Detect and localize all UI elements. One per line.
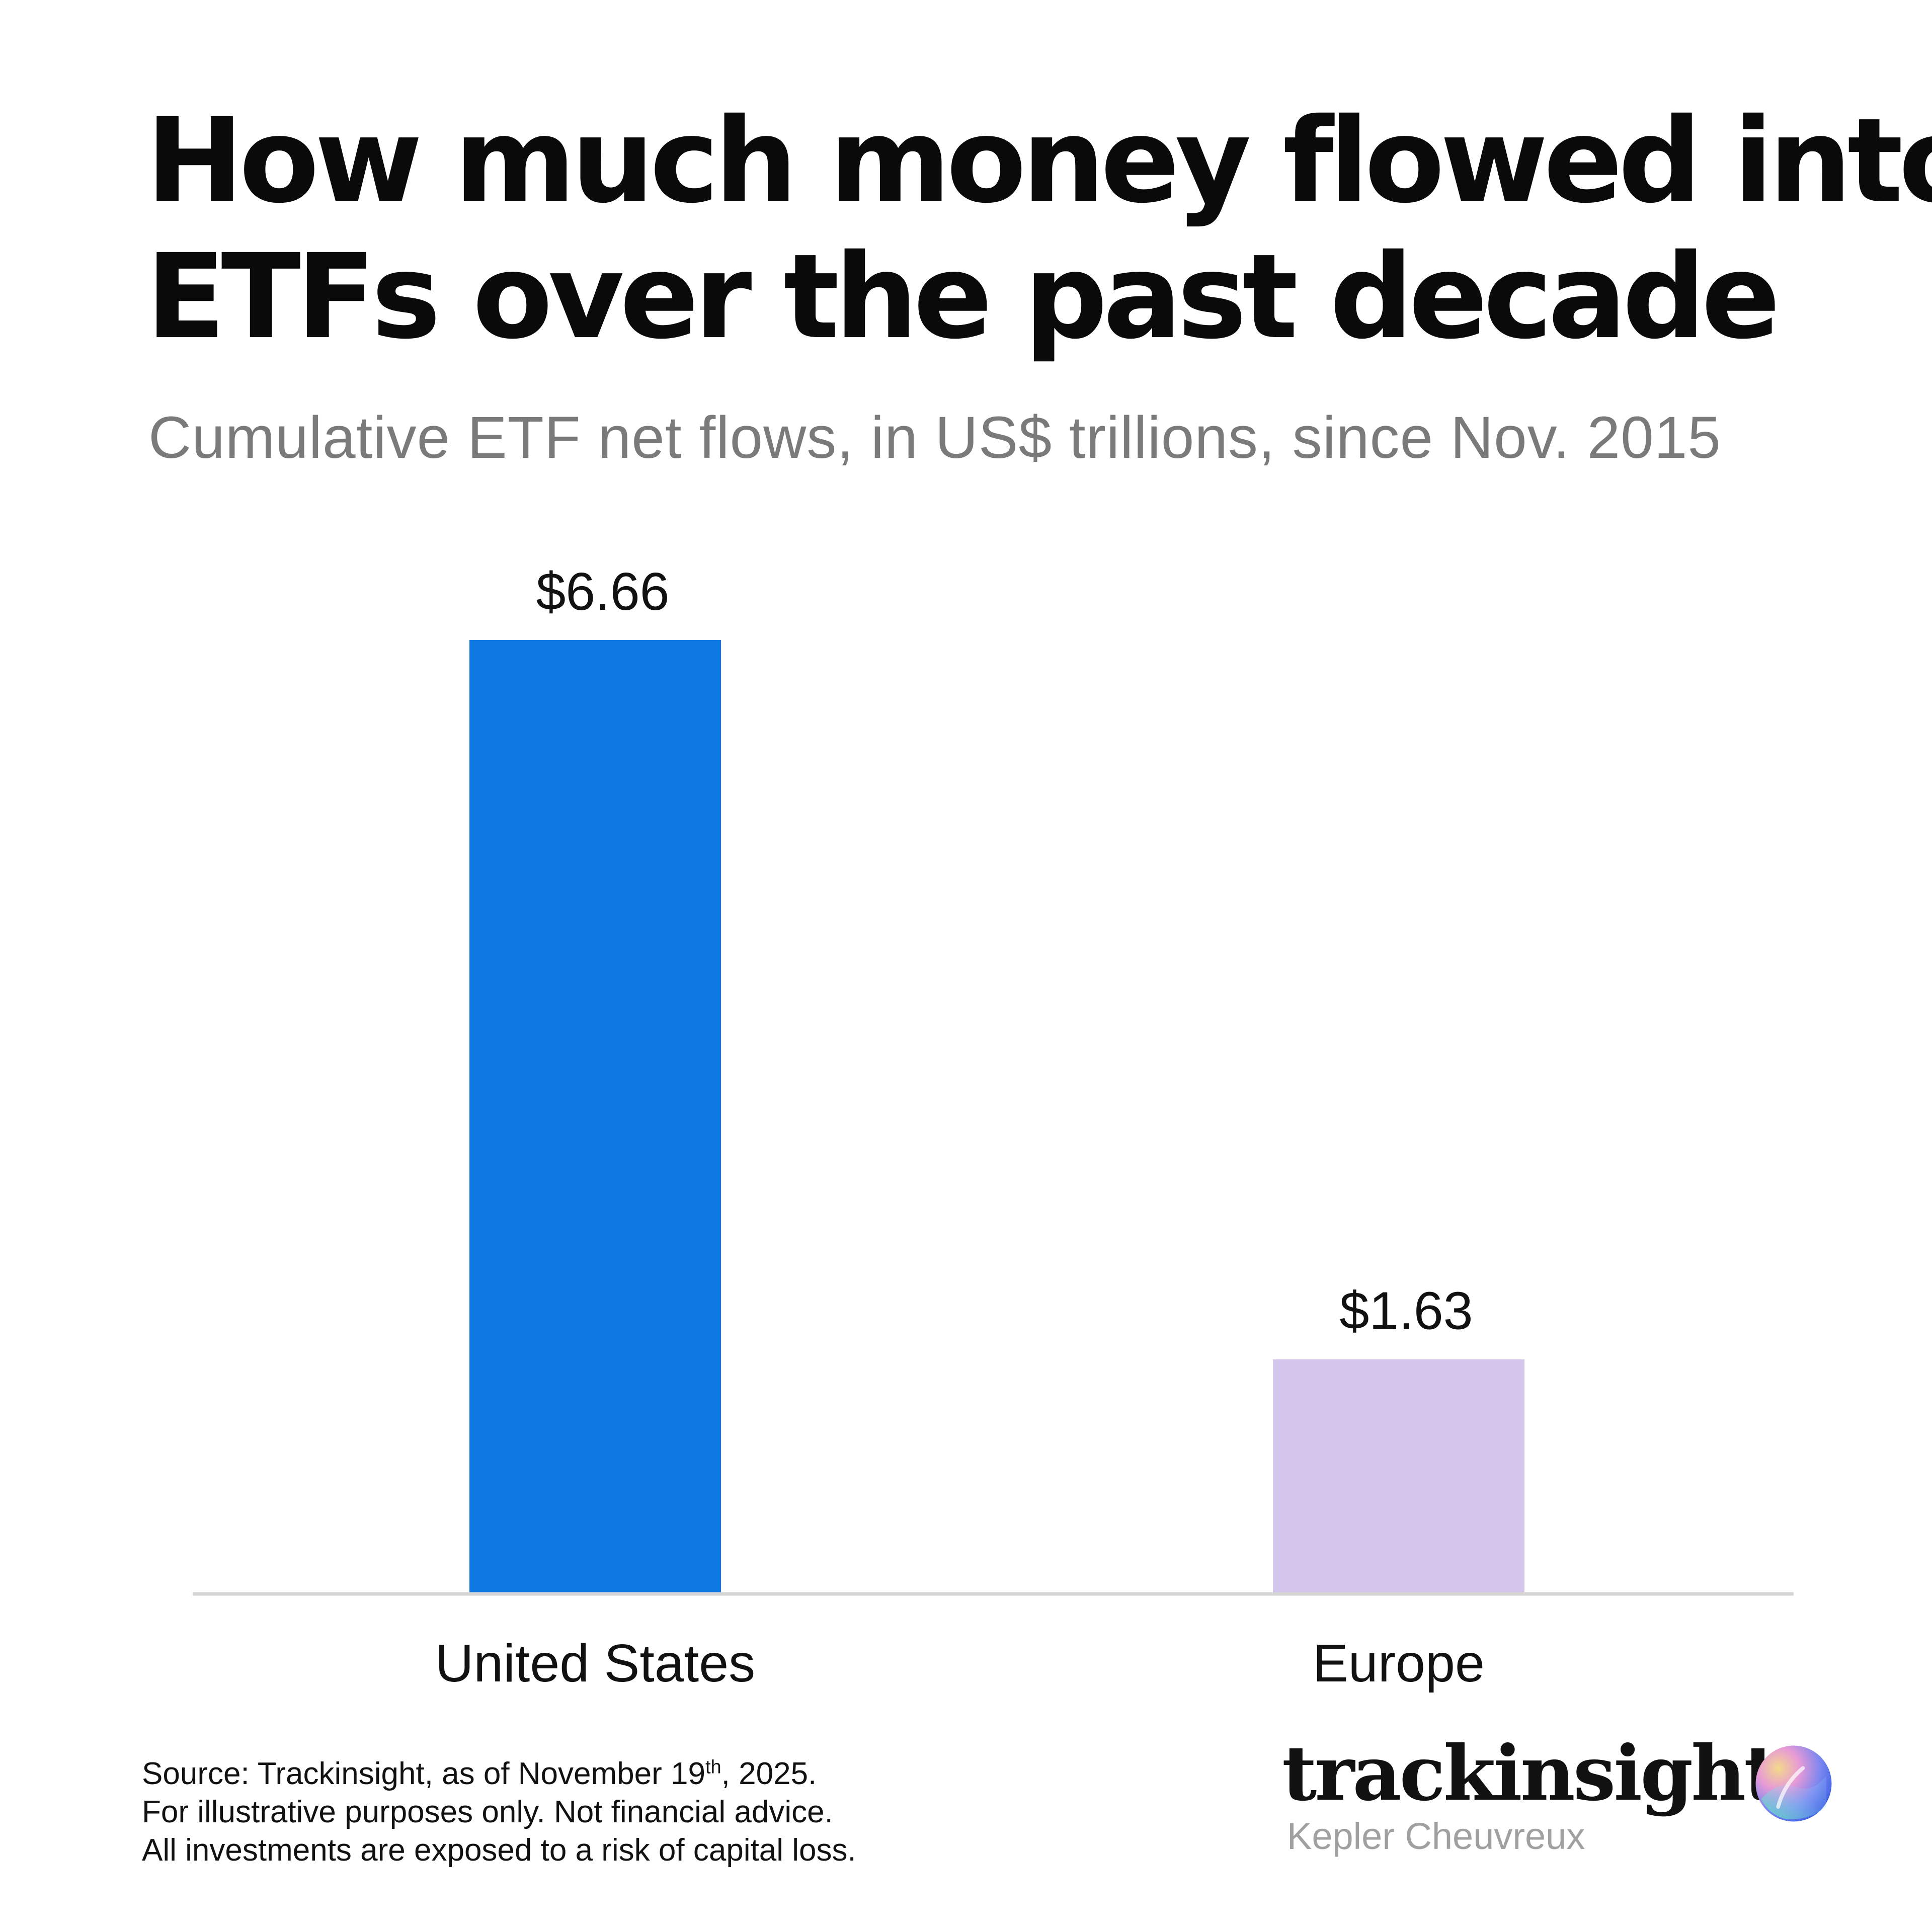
chart-title-line-1: How much money flowed into <box>146 93 1932 229</box>
chart-title-line-2: ETFs over the past decade <box>146 229 1781 365</box>
value-label-europe: $1.63 <box>1339 1281 1473 1341</box>
bar-europe <box>1273 1359 1524 1592</box>
category-label-united-states: United States <box>435 1634 755 1693</box>
gradient-orb-icon <box>1755 1745 1832 1822</box>
chart-subtitle: Cumulative ETF net flows, in US$ trillio… <box>148 405 1722 471</box>
source-note: Source: Trackinsight, as of November 19t… <box>142 1755 856 1793</box>
footer-notes: Source: Trackinsight, as of November 19t… <box>142 1755 856 1870</box>
chart-title: How much money flowed into ETFs over the… <box>146 93 1932 365</box>
source-note-prefix: Source: Trackinsight, as of November 19 <box>142 1756 705 1791</box>
brand-block: trackinsight Kepler Cheuvreux <box>1282 1731 1845 1862</box>
disclaimer-line-1: For illustrative purposes only. Not fina… <box>142 1795 833 1829</box>
brand-name: trackinsight <box>1282 1729 1779 1818</box>
bar-chart: $6.66 United States $1.63 Europe <box>193 562 1794 1693</box>
value-label-united-states: $6.66 <box>536 562 669 621</box>
source-note-suffix: , 2025. <box>721 1756 817 1791</box>
disclaimer-line-2: All investments are exposed to a risk of… <box>142 1833 856 1868</box>
category-label-europe: Europe <box>1313 1634 1485 1693</box>
bar-united-states <box>469 640 721 1592</box>
brand-subtitle: Kepler Cheuvreux <box>1287 1815 1585 1857</box>
source-note-sup: th <box>705 1756 721 1778</box>
